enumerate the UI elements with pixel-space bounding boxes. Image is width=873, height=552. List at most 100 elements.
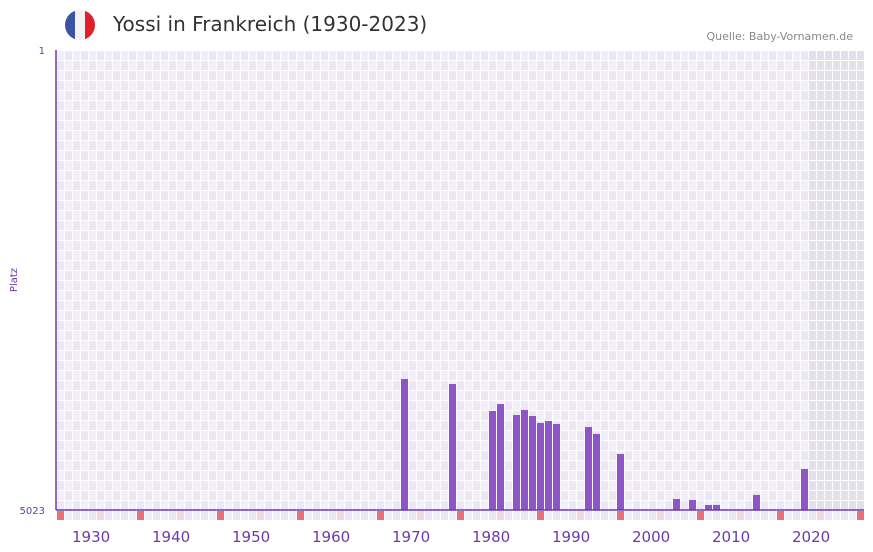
grid-cell	[857, 121, 864, 130]
grid-cell	[457, 181, 464, 190]
grid-cell	[369, 181, 376, 190]
grid-cell	[857, 391, 864, 400]
grid-cell	[481, 501, 488, 510]
grid-cell	[81, 261, 88, 270]
grid-cell	[601, 341, 608, 350]
grid-cell	[121, 251, 128, 260]
grid-cell	[817, 461, 824, 470]
grid-cell	[177, 131, 184, 140]
grid-cell	[273, 201, 280, 210]
grid-cell	[481, 81, 488, 90]
grid-cell	[441, 371, 448, 380]
grid-cell	[209, 451, 216, 460]
grid-cell	[849, 91, 856, 100]
grid-cell	[481, 371, 488, 380]
grid-cell	[57, 351, 64, 360]
grid-cell	[585, 401, 592, 410]
source-link[interactable]: Quelle: Baby-Vornamen.de	[706, 30, 853, 43]
grid-cell	[177, 271, 184, 280]
grid-cell	[81, 461, 88, 470]
grid-cell	[361, 251, 368, 260]
grid-cell	[801, 351, 808, 360]
grid-cell	[545, 251, 552, 260]
grid-cell	[281, 101, 288, 110]
grid-cell	[825, 341, 832, 350]
grid-cell	[777, 381, 784, 390]
grid-cell	[737, 291, 744, 300]
grid-cell	[569, 491, 576, 500]
grid-cell	[441, 441, 448, 450]
grid-cell	[489, 311, 496, 320]
grid-cell	[369, 381, 376, 390]
grid-cell	[793, 421, 800, 430]
grid-cell	[769, 301, 776, 310]
grid-cell	[593, 311, 600, 320]
grid-cell	[233, 261, 240, 270]
grid-cell	[841, 61, 848, 70]
grid-cell	[753, 421, 760, 430]
grid-cell	[201, 51, 208, 60]
grid-cell	[145, 471, 152, 480]
grid-cell	[585, 301, 592, 310]
grid-cell	[801, 371, 808, 380]
grid-cell	[105, 441, 112, 450]
grid-cell	[545, 141, 552, 150]
grid-cell	[161, 81, 168, 90]
grid-cell	[497, 71, 504, 80]
grid-cell	[697, 281, 704, 290]
grid-cell	[817, 281, 824, 290]
grid-cell	[505, 481, 512, 490]
grid-cell	[425, 491, 432, 500]
grid-cell	[193, 131, 200, 140]
grid-cell	[105, 271, 112, 280]
grid-cell	[641, 461, 648, 470]
grid-cell	[649, 261, 656, 270]
grid-cell	[105, 171, 112, 180]
grid-cell	[185, 241, 192, 250]
grid-cell	[537, 311, 544, 320]
grid-cell	[361, 231, 368, 240]
grid-cell	[233, 501, 240, 510]
grid-cell	[153, 151, 160, 160]
grid-cell	[65, 451, 72, 460]
grid-cell	[153, 231, 160, 240]
grid-cell	[409, 481, 416, 490]
grid-cell	[601, 191, 608, 200]
grid-cell	[505, 461, 512, 470]
grid-cell	[433, 411, 440, 420]
grid-cell	[337, 201, 344, 210]
grid-cell	[257, 461, 264, 470]
grid-cell	[465, 81, 472, 90]
grid-cell	[345, 381, 352, 390]
grid-cell	[857, 271, 864, 280]
grid-cell	[457, 71, 464, 80]
grid-cell	[65, 321, 72, 330]
decade-marker	[681, 511, 688, 520]
grid-cell	[185, 501, 192, 510]
grid-cell	[89, 61, 96, 70]
grid-cell	[553, 101, 560, 110]
grid-cell	[89, 191, 96, 200]
grid-cell	[369, 491, 376, 500]
grid-cell	[113, 61, 120, 70]
grid-cell	[809, 401, 816, 410]
grid-cell	[561, 271, 568, 280]
grid-cell	[161, 91, 168, 100]
grid-cell	[601, 171, 608, 180]
grid-cell	[705, 481, 712, 490]
grid-cell	[857, 401, 864, 410]
grid-cell	[305, 111, 312, 120]
grid-cell	[809, 71, 816, 80]
grid-cell	[465, 231, 472, 240]
grid-cell	[65, 221, 72, 230]
grid-cell	[705, 271, 712, 280]
grid-cell	[73, 151, 80, 160]
grid-cell	[721, 331, 728, 340]
grid-cell	[417, 321, 424, 330]
grid-cell	[81, 251, 88, 260]
grid-cell	[449, 141, 456, 150]
grid-cell	[377, 111, 384, 120]
grid-cell	[769, 241, 776, 250]
grid-cell	[257, 501, 264, 510]
grid-cell	[225, 251, 232, 260]
